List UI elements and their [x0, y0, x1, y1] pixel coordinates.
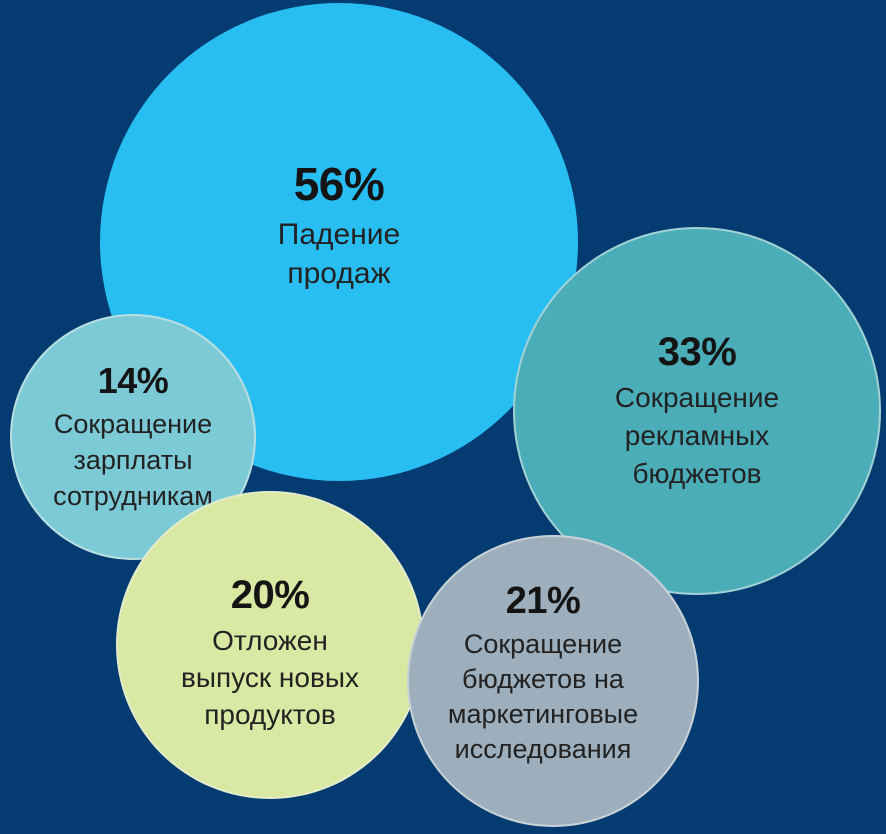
bubble-label: Отложен выпуск новых продуктов	[181, 622, 359, 733]
bubble-label-line: Падение	[277, 218, 401, 251]
bubble-label-line: Сокращение	[463, 628, 623, 659]
bubble-label: Сокращение зарплаты сотрудникам	[53, 406, 213, 514]
bubble-text-block: 21% Сокращение бюджетов на маркетинговые…	[448, 580, 638, 767]
bubble-label: Сокращение бюджетов на маркетинговые исс…	[448, 627, 638, 767]
bubble-marketing-research-budget-cuts: 21% Сокращение бюджетов на маркетинговые…	[407, 535, 699, 827]
bubble-label-line: выпуск новых	[181, 662, 359, 693]
bubble-text-block: 33% Сокращение рекламных бюджетов	[615, 330, 779, 493]
bubble-value: 20%	[230, 573, 310, 617]
bubble-label-line: продаж	[287, 257, 391, 290]
bubble-value: 21%	[505, 579, 581, 622]
bubble-ad-budget-cuts: 33% Сокращение рекламных бюджетов	[513, 227, 881, 595]
bubble-label-line: рекламных	[624, 419, 770, 451]
bubble-label-line: Сокращение	[53, 409, 213, 439]
bubble-label-line: бюджетов	[632, 457, 762, 489]
bubble-text-block: 14% Сокращение зарплаты сотрудникам	[53, 360, 213, 514]
bubble-value: 56%	[293, 158, 385, 210]
bubble-label-line: продуктов	[204, 699, 336, 730]
bubble-label-line: исследования	[454, 733, 632, 764]
bubble-value: 33%	[657, 329, 737, 374]
bubble-label-line: бюджетов на	[462, 663, 624, 694]
bubble-text-block: 20% Отложен выпуск новых продуктов	[181, 573, 359, 733]
bubble-product-launch-postponed: 20% Отложен выпуск новых продуктов	[116, 491, 424, 799]
bubble-label-line: зарплаты	[73, 445, 193, 475]
bubble-label-line: Отложен	[212, 625, 328, 656]
bubble-label-line: маркетинговые	[447, 698, 639, 729]
bubble-label: Сокращение рекламных бюджетов	[615, 379, 779, 493]
bubble-label: Падение продаж	[278, 215, 400, 293]
bubble-value: 14%	[97, 360, 169, 401]
bubble-label-line: сотрудникам	[53, 481, 213, 511]
bubble-label-line: Сокращение	[614, 381, 780, 413]
bubble-text-block: 56% Падение продаж	[278, 157, 400, 293]
